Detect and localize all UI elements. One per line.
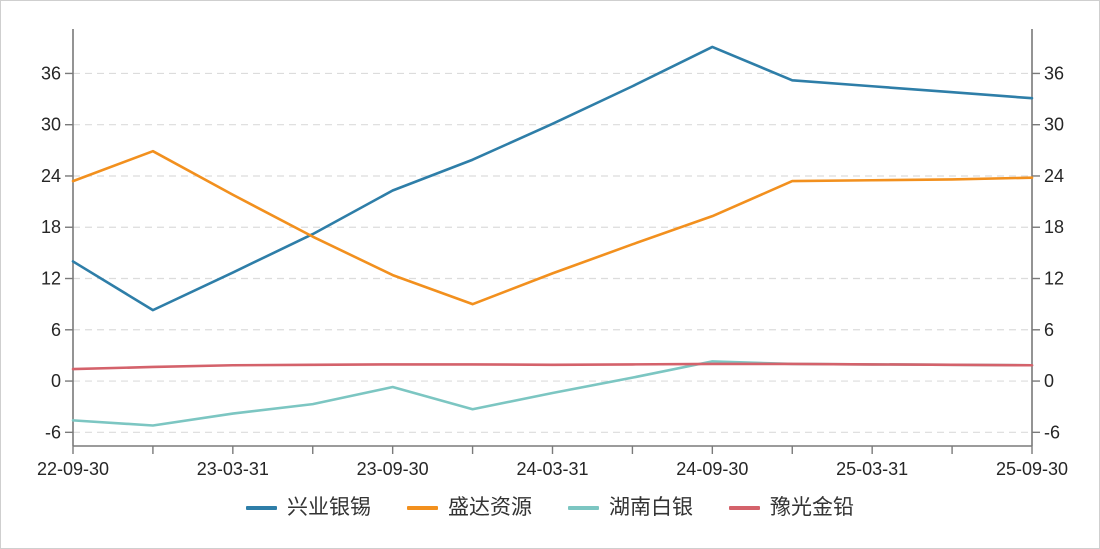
series-line-0: [71, 45, 1034, 312]
y-axis-label-right: 6: [1044, 320, 1054, 340]
x-axis-label: 24-03-31: [516, 459, 588, 479]
x-axis-label: 23-09-30: [357, 459, 429, 479]
y-axis-label-right: 24: [1044, 166, 1064, 186]
legend-item-2: 湖南白银: [568, 497, 693, 518]
y-axis-label-left: 36: [41, 63, 61, 83]
series-line-1: [71, 149, 1034, 306]
legend-item-1: 盛达资源: [407, 497, 532, 518]
legend-label: 盛达资源: [448, 496, 532, 519]
y-axis-label-left: 30: [41, 115, 61, 135]
y-axis-label-left: 12: [41, 269, 61, 289]
y-axis-label-left: 6: [51, 320, 61, 340]
y-axis-label-left: 24: [41, 166, 61, 186]
legend-label: 豫光金铅: [770, 496, 854, 519]
legend-swatch-icon: [729, 505, 760, 510]
legend-label: 兴业银锡: [287, 496, 371, 519]
legend-item-0: 兴业银锡: [246, 497, 371, 518]
x-axis-label: 25-09-30: [996, 459, 1068, 479]
legend-swatch-icon: [407, 505, 438, 510]
x-axis-label: 23-03-31: [197, 459, 269, 479]
y-axis-label-left: -6: [45, 422, 61, 442]
y-axis-label-right: 36: [1044, 63, 1064, 83]
x-axis-label: 22-09-30: [37, 459, 109, 479]
legend-swatch-icon: [568, 505, 599, 510]
series-line-3: [71, 362, 1034, 371]
y-axis-label-left: 0: [51, 371, 61, 391]
series-line-2: [71, 360, 1034, 427]
y-axis-label-right: 18: [1044, 217, 1064, 237]
y-axis-label-right: 30: [1044, 115, 1064, 135]
y-axis-label-right: 0: [1044, 371, 1054, 391]
legend-label: 湖南白银: [609, 496, 693, 519]
y-axis-label-right: -6: [1044, 422, 1060, 442]
y-axis-label-left: 18: [41, 217, 61, 237]
y-axis-label-right: 12: [1044, 269, 1064, 289]
chart-legend: 兴业银锡 盛达资源 湖南白银 豫光金铅: [1, 497, 1099, 518]
x-axis-label: 24-09-30: [676, 459, 748, 479]
legend-item-3: 豫光金铅: [729, 497, 854, 518]
legend-swatch-icon: [246, 505, 277, 510]
x-axis-label: 25-03-31: [836, 459, 908, 479]
